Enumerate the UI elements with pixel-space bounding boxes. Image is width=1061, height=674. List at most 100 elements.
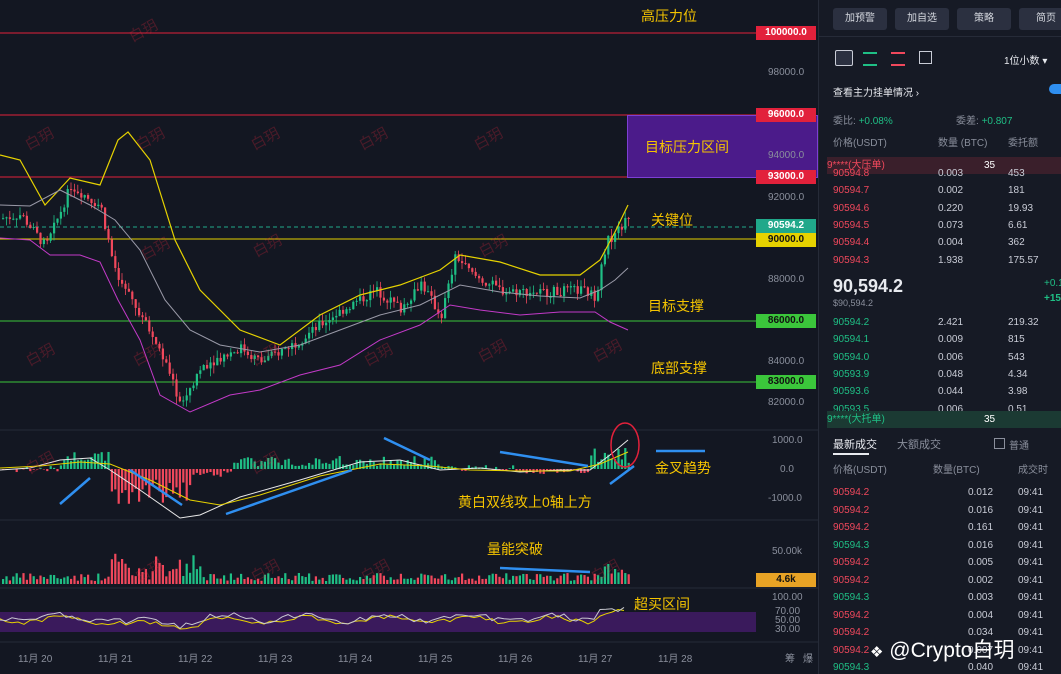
last-price-usd: $90,594.2 xyxy=(833,298,874,308)
macd-bar xyxy=(416,464,419,469)
big-sell-order[interactable]: 9****(大压单) 35 xyxy=(827,157,1061,174)
corner-label[interactable]: 爆 xyxy=(803,654,813,665)
candle xyxy=(107,229,110,240)
add-alert-button[interactable]: 加预警 xyxy=(833,8,887,30)
candle xyxy=(257,355,260,358)
macd-bar xyxy=(46,469,49,472)
add-watchlist-button[interactable]: 加自选 xyxy=(895,8,949,30)
candle xyxy=(376,287,379,291)
trade-row[interactable]: 90594.2 0.012 09:41 xyxy=(833,484,1061,501)
bid-row[interactable]: 90593.5 0.006 0.51 xyxy=(833,401,1061,418)
ask-row[interactable]: 90594.3 1.938 175.57 xyxy=(833,252,1061,269)
volume-bar xyxy=(549,575,552,584)
macd-bar xyxy=(233,462,236,469)
trade-row[interactable]: 90594.2 0.016 09:41 xyxy=(833,502,1061,519)
trade-row[interactable]: 90594.2 0.005 09:41 xyxy=(833,554,1061,571)
macd-bar xyxy=(117,469,120,504)
trade-row[interactable]: 90594.3 0.003 09:41 xyxy=(833,589,1061,606)
candle xyxy=(508,291,511,293)
candle xyxy=(406,303,409,305)
trade-row[interactable]: 90594.2 0.034 09:41 xyxy=(833,624,1061,641)
trade-row[interactable]: 90594.2 0.002 09:41 xyxy=(833,572,1061,589)
ask-row[interactable]: 90594.4 0.004 362 xyxy=(833,234,1061,251)
candle xyxy=(100,204,103,208)
decimal-select[interactable]: 1位小数 ▾ xyxy=(1004,56,1048,67)
volume-bar xyxy=(76,580,79,584)
annotation-target-support: 目标支撑 xyxy=(648,298,704,314)
qty-cell: 0.044 xyxy=(938,386,964,398)
big-buy-order[interactable]: 9****(大托单) 35 xyxy=(827,411,1061,428)
volume-bar xyxy=(287,579,290,584)
trade-row[interactable]: 90594.2 0.161 09:41 xyxy=(833,519,1061,536)
volume-bar xyxy=(124,563,127,584)
macd-dif-line xyxy=(0,439,629,519)
date-label: 11月 25 xyxy=(418,654,453,665)
volume-bar xyxy=(212,574,215,584)
volume-bar xyxy=(620,569,623,584)
candle xyxy=(546,289,549,297)
volume-bar xyxy=(311,580,314,584)
macd-bar xyxy=(185,469,188,501)
trade-row[interactable]: 90594.2 0.007 09:41 xyxy=(833,642,1061,659)
macd-bar xyxy=(32,469,35,470)
volume-bar xyxy=(444,574,447,584)
main-order-toggle[interactable] xyxy=(1049,84,1061,94)
bid-row[interactable]: 90593.6 0.044 3.98 xyxy=(833,383,1061,400)
macd-bar xyxy=(59,465,62,469)
ask-row[interactable]: 90594.6 0.220 19.93 xyxy=(833,200,1061,217)
macd-bar xyxy=(614,458,617,469)
ask-row[interactable]: 90594.7 0.002 181 xyxy=(833,182,1061,199)
volume-bar xyxy=(416,577,419,584)
volume-bar xyxy=(440,575,443,584)
candlestick-chart[interactable]: 目标压力区间 98000.0 94000.0 92000.0 88000.0 8… xyxy=(0,0,818,674)
candle xyxy=(345,309,348,314)
volume-bar xyxy=(505,573,508,584)
volume-bar xyxy=(376,573,379,584)
orderbook-asks-icon[interactable] xyxy=(891,52,905,66)
macd-bar xyxy=(229,469,232,472)
volume-bar xyxy=(42,577,45,584)
volume-bar xyxy=(423,574,426,584)
normal-checkbox[interactable] xyxy=(994,438,1005,449)
macd-bar xyxy=(586,469,589,473)
tab-latest-trades[interactable]: 最新成交 xyxy=(833,439,877,451)
price-cell: 90593.6 xyxy=(833,386,870,398)
trade-row[interactable]: 90594.3 0.040 09:41 xyxy=(833,659,1061,674)
volume-bar xyxy=(583,575,586,584)
trade-row[interactable]: 90594.3 0.016 09:41 xyxy=(833,537,1061,554)
candle xyxy=(549,296,552,298)
macd-bar xyxy=(168,469,171,483)
orderbook-depth-icon[interactable] xyxy=(919,51,932,64)
orderbook-both-icon[interactable] xyxy=(835,50,853,66)
volume-bar xyxy=(151,571,154,584)
strategy-button[interactable]: 策略 xyxy=(957,8,1011,30)
orderbook-bids-icon[interactable] xyxy=(863,52,877,66)
simple-page-button[interactable]: 简页 xyxy=(1019,8,1061,30)
volume-bar xyxy=(90,580,93,584)
bid-row[interactable]: 90594.2 2.421 219.32 xyxy=(833,314,1061,331)
tab-large-trades[interactable]: 大额成交 xyxy=(897,439,941,451)
bid-row[interactable]: 90594.0 0.006 543 xyxy=(833,349,1061,366)
corner-label[interactable]: 筹 xyxy=(785,654,795,665)
volume-bar xyxy=(25,579,28,584)
candle xyxy=(202,364,205,371)
macd-bar xyxy=(107,451,110,469)
volume-bar xyxy=(36,579,39,584)
target-resistance-zone: 目标压力区间 xyxy=(627,115,818,178)
bid-row[interactable]: 90594.1 0.009 815 xyxy=(833,331,1061,348)
volume-bar xyxy=(586,576,589,584)
macd-bar xyxy=(294,465,297,469)
bid-row[interactable]: 90593.9 0.048 4.34 xyxy=(833,366,1061,383)
ask-row[interactable]: 90594.5 0.073 6.61 xyxy=(833,217,1061,234)
candle xyxy=(63,207,66,212)
main-order-toggle-label[interactable]: 查看主力挂单情况 › xyxy=(833,88,920,99)
ask-row[interactable]: 90594.8 0.003 453 xyxy=(833,165,1061,182)
macd-bar xyxy=(355,459,358,469)
macd-bar xyxy=(178,469,181,498)
trade-row[interactable]: 90594.2 0.004 09:41 xyxy=(833,607,1061,624)
rsi-axis-label: 30.00 xyxy=(775,624,801,635)
macd-bar xyxy=(430,456,433,469)
candle xyxy=(331,317,334,321)
volume-bar xyxy=(328,574,331,584)
total-cell: 09:41 xyxy=(1018,609,1044,621)
